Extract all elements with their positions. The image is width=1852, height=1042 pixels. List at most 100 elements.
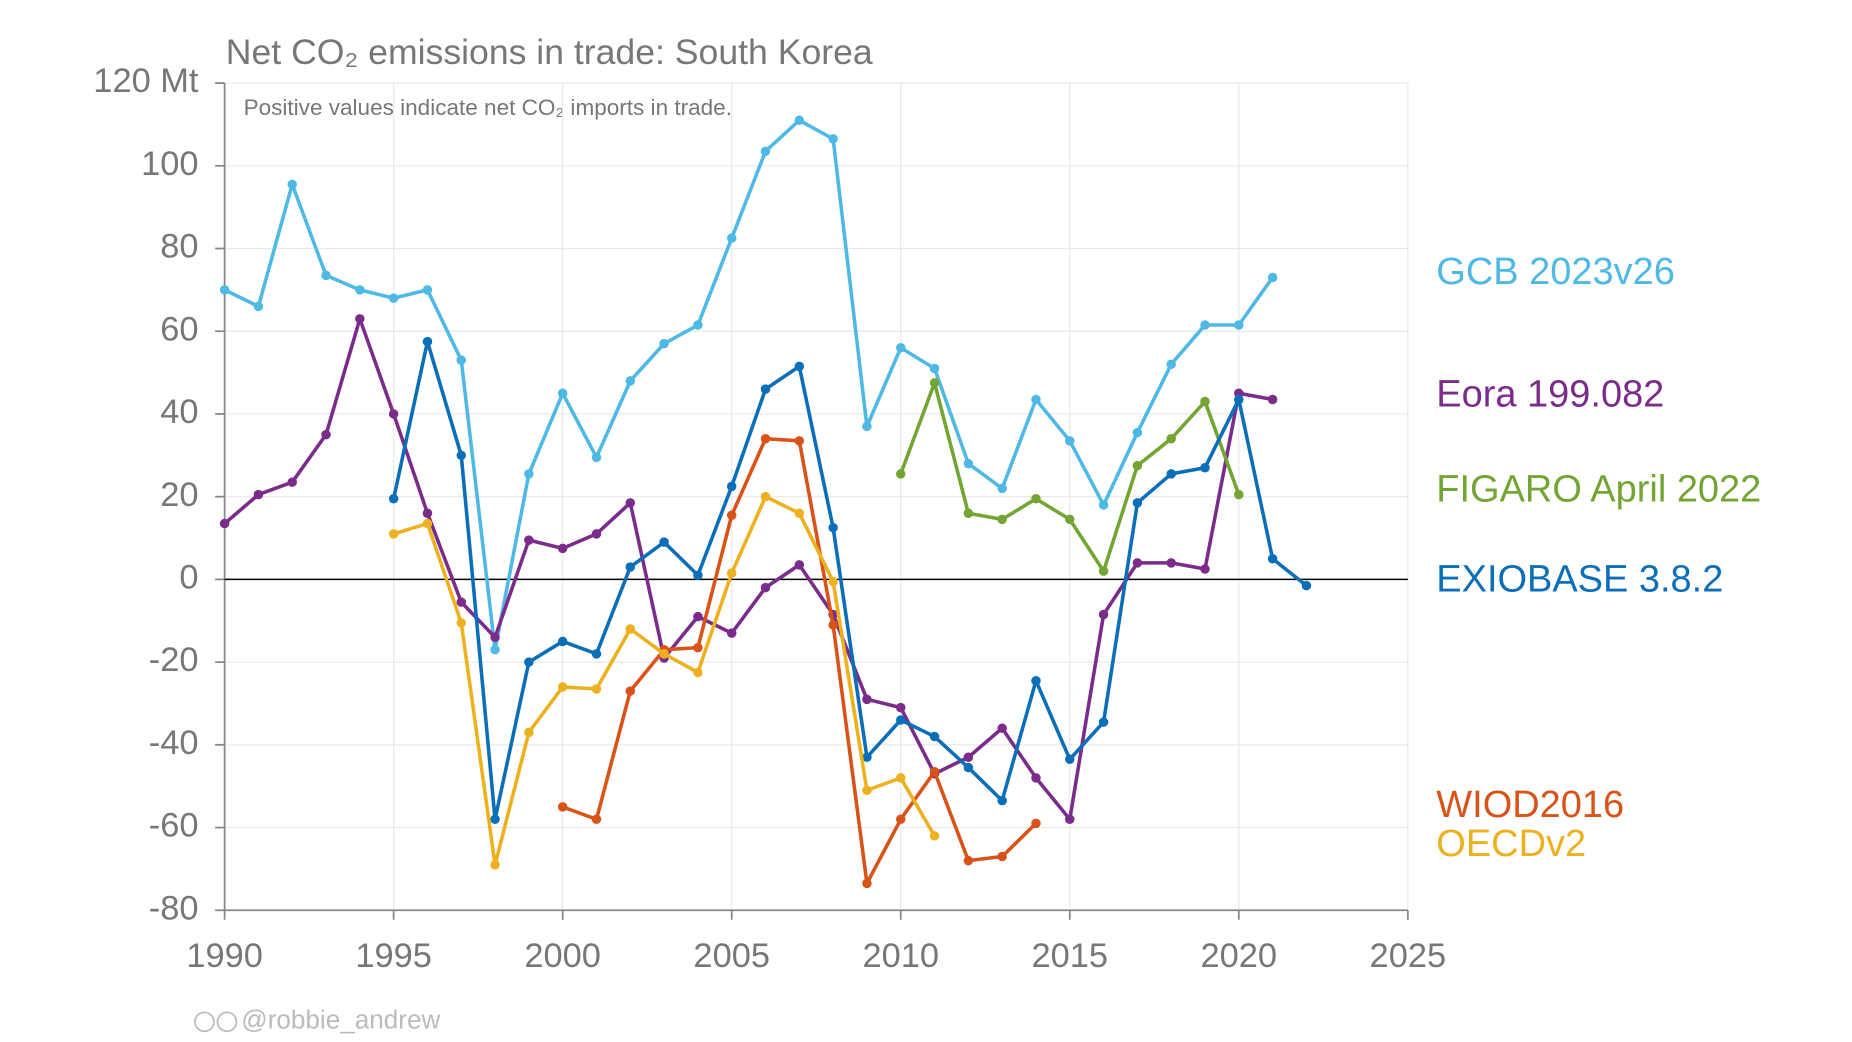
data-point [1065, 514, 1075, 525]
data-point [456, 355, 467, 365]
series-line [393, 494, 937, 867]
data-point [625, 376, 636, 386]
data-point [929, 731, 940, 742]
data-point [963, 762, 974, 773]
data-point [895, 715, 906, 725]
data-point [1031, 818, 1041, 829]
y-tick-label: 100 [141, 145, 198, 183]
data-point [997, 795, 1007, 806]
data-point [625, 562, 636, 572]
data-point [693, 667, 703, 678]
x-tick-label: 2005 [693, 937, 770, 975]
data-point [591, 814, 602, 825]
data-point [794, 115, 805, 126]
data-point [1065, 436, 1075, 446]
legend-label: Eora 199.082 [1436, 373, 1664, 415]
data-point [760, 582, 771, 593]
series-line [223, 317, 1273, 822]
data-point [659, 649, 669, 659]
data-point [557, 543, 568, 554]
data-point [1200, 320, 1210, 330]
data-point [1301, 580, 1312, 591]
data-point [1031, 773, 1041, 783]
data-point [1200, 462, 1210, 473]
data-point [895, 773, 906, 783]
data-point [1098, 566, 1109, 576]
data-point [726, 233, 737, 243]
data-point [760, 384, 771, 394]
data-point [625, 686, 636, 696]
data-point [591, 684, 602, 694]
data-point [388, 529, 399, 539]
data-point [760, 491, 771, 502]
data-point [456, 450, 467, 461]
data-point [1031, 394, 1041, 405]
legend-label: OECDv2 [1436, 823, 1586, 865]
data-point [659, 537, 669, 547]
data-point [456, 597, 467, 607]
data-point [997, 851, 1007, 862]
x-tick-label: 2010 [862, 937, 939, 975]
data-point [726, 568, 737, 578]
data-point [1132, 558, 1143, 568]
data-point [828, 522, 838, 533]
data-point [997, 514, 1007, 525]
data-point [591, 649, 602, 659]
data-point [1166, 558, 1176, 568]
data-point [1098, 609, 1109, 620]
data-point [321, 270, 331, 281]
data-point [524, 535, 534, 545]
data-point [1234, 320, 1244, 330]
y-tick-label: 40 [160, 393, 198, 431]
data-point [1166, 434, 1176, 444]
data-point [219, 285, 230, 295]
data-point [794, 361, 805, 372]
data-point [997, 723, 1007, 734]
data-point [557, 636, 568, 647]
legend-label: EXIOBASE 3.8.2 [1436, 559, 1723, 601]
data-point [1132, 427, 1143, 438]
data-point [862, 421, 872, 432]
y-tick-label: -40 [149, 724, 199, 762]
data-point [1234, 489, 1244, 500]
data-point [253, 301, 264, 312]
data-point [557, 802, 568, 812]
data-point [693, 320, 703, 330]
data-point [828, 576, 838, 587]
data-point [693, 611, 703, 622]
data-point [929, 363, 940, 374]
data-point [1267, 272, 1278, 283]
data-point [862, 752, 872, 762]
series-line [223, 118, 1275, 652]
data-point [963, 855, 974, 866]
data-point [490, 644, 500, 655]
data-point [321, 429, 331, 440]
data-point [524, 727, 534, 738]
series-line [391, 339, 1308, 822]
x-tick-label: 2000 [524, 937, 601, 975]
data-point [1132, 460, 1143, 471]
y-tick-label: 0 [179, 558, 198, 596]
data-point [726, 628, 737, 638]
data-point [1166, 359, 1176, 370]
data-point [760, 434, 771, 444]
cc-icons [194, 1011, 238, 1033]
data-point [1267, 394, 1278, 405]
y-tick-label: -20 [149, 641, 199, 679]
data-point [726, 481, 737, 492]
y-tick-label: 80 [160, 228, 198, 266]
x-tick-label: 1990 [186, 937, 263, 975]
data-point [287, 179, 297, 190]
y-tick-label: 20 [160, 476, 198, 514]
data-point [828, 134, 838, 144]
data-point [1031, 675, 1041, 686]
data-point [794, 436, 805, 446]
data-point [490, 860, 500, 870]
data-point [895, 702, 906, 713]
data-point [997, 483, 1007, 494]
data-point [355, 285, 365, 295]
data-point [963, 458, 974, 469]
data-point [388, 493, 399, 504]
data-point [591, 529, 602, 539]
data-point [760, 146, 771, 157]
